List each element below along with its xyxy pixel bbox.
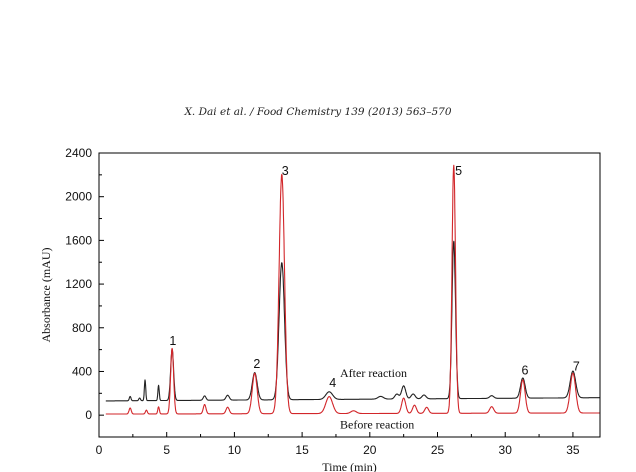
- x-tick-label: 20: [363, 443, 377, 457]
- peak-label: 6: [521, 364, 528, 378]
- y-tick-label: 1200: [65, 277, 92, 291]
- peak-label: 4: [329, 376, 336, 390]
- plot-frame: [98, 152, 601, 438]
- x-tick-label: 25: [431, 443, 445, 457]
- x-tick-label: 5: [163, 443, 170, 457]
- peak-label: 5: [455, 164, 462, 178]
- peak-label: 7: [573, 359, 580, 373]
- series-annotation: Before reaction: [340, 417, 414, 431]
- y-axis-label: Absorbance (mAU): [39, 248, 53, 343]
- series-line-1: [105, 240, 601, 402]
- x-tick-label: 0: [96, 443, 103, 457]
- journal-citation-header: X. Dai et al. / Food Chemistry 139 (2013…: [184, 106, 452, 118]
- peak-label: 1: [169, 334, 176, 348]
- y-tick-label: 2000: [65, 190, 92, 204]
- peak-label: 2: [253, 357, 260, 371]
- peak-label: 3: [282, 164, 289, 178]
- x-tick-label: 35: [566, 443, 580, 457]
- x-axis-label: Time (min): [322, 460, 377, 472]
- x-tick-label: 30: [499, 443, 513, 457]
- y-tick-label: 0: [85, 408, 92, 422]
- y-tick-label: 400: [72, 364, 92, 378]
- series-line-2: [105, 164, 601, 415]
- series-annotation: After reaction: [340, 366, 407, 380]
- x-tick-label: 10: [228, 443, 242, 457]
- y-tick-label: 800: [72, 321, 92, 335]
- y-tick-label: 2400: [65, 146, 92, 160]
- series-layer: [105, 164, 601, 415]
- labels-layer: 1 2 3 4 5 6 7 After reaction Before reaction: [169, 164, 580, 431]
- x-tick-label: 15: [295, 443, 309, 457]
- y-tick-label: 1600: [65, 233, 92, 247]
